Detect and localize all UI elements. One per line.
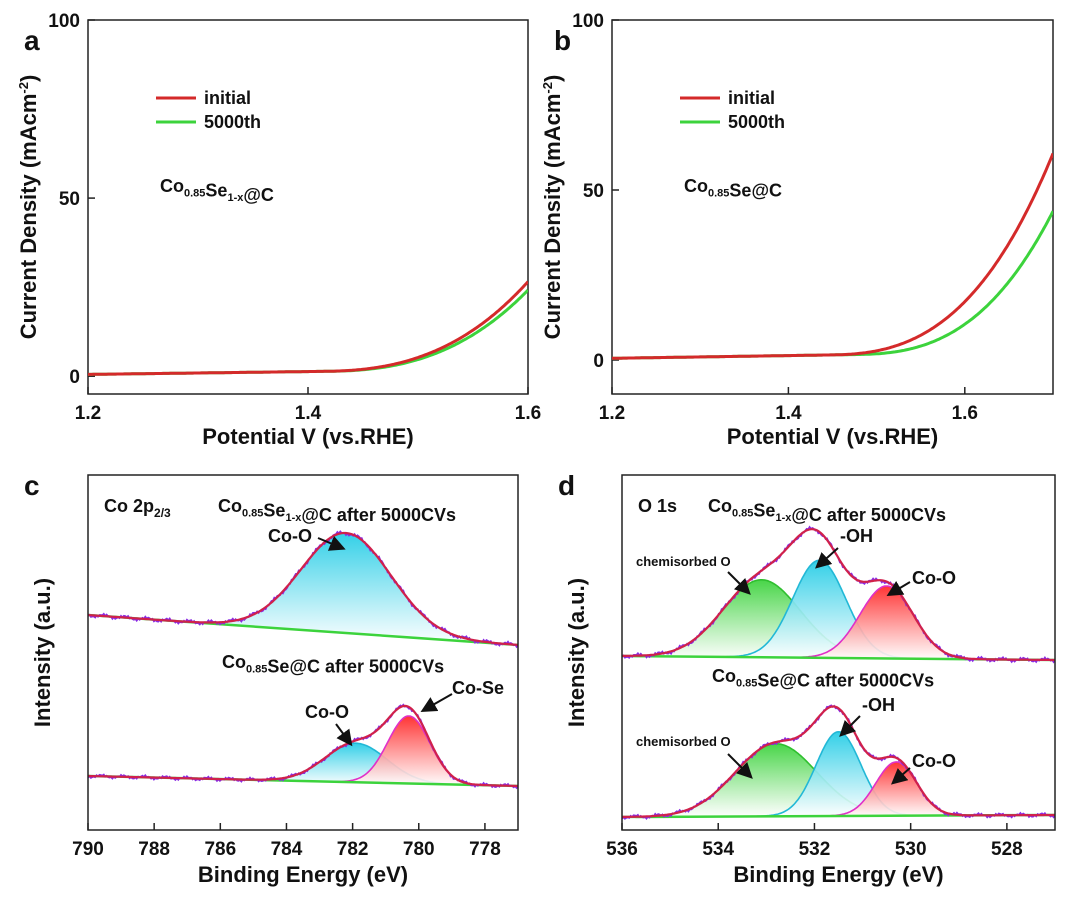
annotation-arrow [727, 753, 753, 779]
series-line-initial [612, 152, 1053, 360]
y-tick-label: 0 [593, 351, 604, 372]
x-tick-label: 782 [337, 839, 369, 860]
region-label: O 1s [638, 496, 677, 516]
y-tick-label: 100 [572, 11, 604, 32]
panel-label: a [24, 25, 40, 56]
plot-frame [87, 474, 519, 831]
x-axis-label: Potential V (vs.RHE) [727, 424, 938, 449]
x-tick-label: 786 [204, 839, 236, 860]
peak-fill-Co-Se [88, 716, 518, 786]
region-label: Co 2p2/3 [104, 496, 171, 520]
peak-annotation: -OH [840, 526, 873, 546]
x-tick-label: 530 [895, 839, 927, 860]
x-tick-label: 780 [403, 839, 435, 860]
fitted-envelope [622, 705, 1055, 818]
spectra-layer [622, 525, 1055, 820]
annotation-arrow [815, 547, 839, 569]
legend-label: initial [728, 88, 775, 108]
annotation-arrow [420, 693, 453, 712]
panel-d: d 536 534 532 530 528 Binding Energy (eV) Inten… [558, 470, 1056, 887]
panel-label: d [558, 470, 575, 501]
peak-annotation: Co-O [305, 702, 349, 722]
peak-fill--OH [622, 560, 1055, 660]
series-line-initial [88, 280, 528, 376]
legend-label: 5000th [204, 112, 261, 132]
annotation-arrow [839, 715, 861, 737]
x-tick-label: 784 [271, 839, 303, 860]
x-tick-label: 532 [799, 839, 831, 860]
peak-annotation: Co-Se [452, 678, 504, 698]
fitted-envelope [88, 704, 518, 788]
y-axis-label: Intensity (a.u.) [30, 578, 55, 727]
peak-annotation: Co-O [912, 751, 956, 771]
sample-label: Co0.85Se@C [684, 176, 782, 201]
peak-fill-Co-O [622, 586, 1055, 660]
peak-fill-chemisorbed O [622, 743, 1055, 817]
x-tick-label: 536 [606, 839, 638, 860]
panel-c: c 790 788 786 784 782 780 778 Binding Energy (eV… [24, 470, 519, 887]
panel-label: b [554, 25, 571, 56]
spectrum-title: Co0.85Se@C after 5000CVs [712, 666, 934, 691]
spectrum-title: Co0.85Se@C after 5000CVs [222, 652, 444, 677]
peak-annotation: Co-O [912, 568, 956, 588]
x-tick-label: 778 [469, 839, 501, 860]
y-tick-label: 100 [48, 11, 80, 32]
x-tick-label: 1.4 [775, 403, 802, 424]
annotation-arrow [317, 536, 346, 551]
series-line-5000th [612, 210, 1053, 360]
panel-b: b 1.2 1.4 1.6 0 50 100 Potential V (vs.RHE) Curr… [540, 11, 1054, 449]
peak-annotation: chemisorbed O [636, 734, 731, 749]
spectrum-title: Co0.85Se1-x@C after 5000CVs [218, 496, 456, 525]
annotation-arrow [335, 723, 353, 747]
spectra-layer [88, 530, 518, 790]
x-axis-label: Binding Energy (eV) [198, 862, 408, 887]
annotation-arrow [886, 580, 911, 597]
fitted-envelope [622, 528, 1055, 662]
x-axis-label: Binding Energy (eV) [733, 862, 943, 887]
y-tick-label: 50 [59, 189, 80, 210]
x-tick-label: 534 [702, 839, 734, 860]
peak-annotation: chemisorbed O [636, 554, 731, 569]
plot-frame [611, 19, 1054, 395]
peak-annotation: -OH [862, 695, 895, 715]
x-tick-label: 528 [991, 839, 1023, 860]
x-tick-label: 1.2 [75, 403, 101, 424]
x-tick-label: 788 [138, 839, 170, 860]
y-tick-label: 50 [583, 181, 604, 202]
panel-label: c [24, 470, 40, 501]
x-tick-label: 1.6 [515, 403, 541, 424]
annotation-arrow [890, 767, 911, 785]
y-axis-label: Current Density (mAcm-2) [540, 75, 565, 340]
legend-label: initial [204, 88, 251, 108]
spectrum-title: Co0.85Se1-x@C after 5000CVs [708, 496, 946, 525]
fitted-envelope [88, 531, 518, 646]
panel-a: a 1.2 1.4 1.6 0 50 100 Potential V (vs.RHE) Curr… [16, 11, 541, 449]
peak-fill-chemisorbed O [622, 579, 1055, 660]
series-line-5000th [88, 289, 528, 376]
y-axis-label: Intensity (a.u.) [564, 578, 589, 727]
x-tick-label: 790 [72, 839, 104, 860]
peak-fill-Co-O [88, 533, 518, 645]
plot-frame [621, 474, 1056, 831]
y-tick-label: 0 [69, 367, 80, 388]
peak-annotation: Co-O [268, 526, 312, 546]
x-tick-label: 1.4 [295, 403, 322, 424]
x-tick-label: 1.6 [952, 403, 978, 424]
annotation-arrow [727, 571, 751, 595]
legend-label: 5000th [728, 112, 785, 132]
x-axis-label: Potential V (vs.RHE) [202, 424, 413, 449]
peak-fill--OH [622, 731, 1055, 817]
y-axis-label: Current Density (mAcm-2) [16, 75, 41, 340]
x-tick-label: 1.2 [599, 403, 625, 424]
sample-label: Co0.85Se1-x@C [160, 176, 274, 205]
